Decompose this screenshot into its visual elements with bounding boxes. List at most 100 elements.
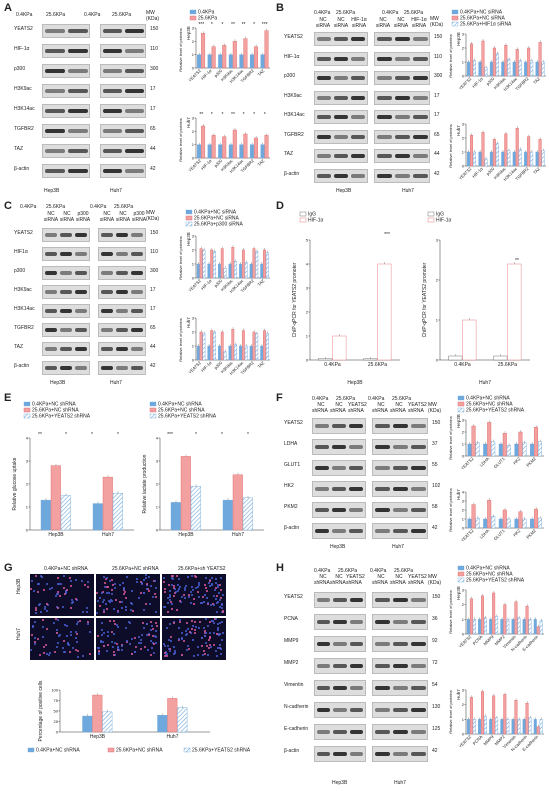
cell-dot (202, 627, 205, 630)
f-mw-value: 150 (432, 420, 441, 426)
a-band (102, 89, 122, 93)
cell-dot (147, 634, 150, 637)
c-band (59, 252, 73, 256)
bar (213, 331, 216, 361)
panel-letter-c: C (4, 200, 12, 212)
bar (218, 144, 223, 159)
a-cond-2: 25.6KPa (46, 12, 66, 18)
y-tick-label: 3 (462, 688, 465, 693)
c-band (115, 309, 129, 313)
cell-dot (108, 579, 111, 582)
bar (222, 136, 227, 159)
cell-dot (100, 640, 103, 643)
f-band (349, 466, 364, 470)
y-tick-label: 2 (26, 482, 29, 487)
cell-dot (106, 592, 109, 595)
c-sub-label: p300 siRNA (75, 211, 91, 223)
c-blot-strip (42, 266, 90, 280)
bar (538, 441, 543, 457)
a-blot-strip (42, 164, 90, 178)
d-legend-right-label: IgG (436, 212, 444, 218)
h-mw-value: 36 (432, 616, 438, 622)
c-mw-header: MW (KDa) (146, 210, 160, 222)
cell-dot (151, 627, 154, 630)
a-mw-value: 17 (150, 106, 156, 112)
bar (514, 518, 519, 529)
bar (228, 144, 233, 159)
b-blot-strip (374, 32, 430, 46)
y-tick-label: 2 (156, 482, 159, 487)
g-col-1: 0.4KPa+NC shRNA (44, 566, 88, 572)
h-band (374, 686, 390, 690)
b-cell-huh7: Huh7 (402, 188, 414, 194)
bar (60, 495, 71, 531)
f-blot-strip (372, 502, 428, 518)
a-band (124, 29, 144, 33)
d-legend-right-label: HIF-1α (436, 218, 452, 224)
cell-dot (76, 655, 79, 658)
bar (197, 144, 202, 159)
c-band (75, 271, 88, 275)
h-blot-strip (372, 658, 428, 674)
cell-dot (129, 602, 132, 605)
bar (167, 698, 178, 733)
b-sub-label: NC siRNA (315, 17, 331, 29)
d-legend-left-label: HIF-1α (308, 218, 324, 224)
c-band (75, 347, 88, 351)
y-tick-label: 0 (462, 632, 465, 637)
e-legend-left-swatch (23, 407, 31, 413)
a-band (124, 109, 144, 113)
cell-dot (155, 625, 158, 628)
cell-dot (130, 609, 133, 612)
cell-dot (42, 588, 45, 591)
h-mw-header: MW (KDa) (428, 574, 442, 586)
cell-dot (100, 629, 103, 632)
b-band (333, 56, 349, 61)
f-band (331, 487, 347, 491)
cell-dot (216, 585, 219, 588)
cell-dot (186, 575, 189, 578)
b-band (412, 154, 428, 158)
cell-dot (146, 634, 149, 637)
cell-dot (153, 642, 156, 645)
cell-dot (31, 625, 34, 628)
cell-dot (111, 641, 114, 644)
b-band (376, 95, 392, 100)
y-tick-label: 3 (192, 116, 195, 121)
bar (533, 719, 537, 735)
y-tick-label: 1 (192, 142, 195, 147)
bar (207, 54, 212, 69)
y-tick-label: 3 (306, 286, 309, 291)
y-tick-label: 3 (192, 316, 195, 321)
cell-dot (217, 633, 220, 636)
a-legend-label: 0.4KPa (198, 10, 215, 16)
cell-dot (168, 599, 171, 602)
f-row-label: YEATS2 (284, 420, 303, 426)
cell-dot (173, 649, 176, 652)
cell-dot (147, 576, 150, 579)
cell-dot (149, 602, 152, 605)
cell-dot (44, 607, 47, 610)
cell-dot (116, 610, 119, 613)
cell-dot (176, 609, 179, 612)
h-band (392, 730, 408, 734)
g-legend-swatch (183, 747, 191, 753)
y-axis-label: Relative level of proteins (178, 236, 183, 280)
cell-dot (182, 639, 185, 642)
x-tick-label: 0.4KPa (454, 362, 471, 368)
y-tick-label: 50 (54, 709, 59, 714)
cell-dot (217, 583, 220, 586)
y-axis-label: Relative lactate production (142, 454, 148, 513)
d-legend-right-swatch (427, 211, 435, 217)
h-legend-label: 0.4KPa+NC shRNA (466, 566, 510, 572)
bar (527, 47, 531, 77)
cell-dot (37, 637, 40, 640)
cell-dot (176, 574, 179, 577)
c-row-label: H3K9ac (14, 287, 32, 293)
cell-dot (172, 653, 175, 656)
cell-dot (178, 600, 181, 603)
bar (533, 619, 537, 635)
cell-dot (66, 589, 69, 592)
cell-dot (57, 590, 60, 593)
cell-dot (190, 590, 193, 593)
